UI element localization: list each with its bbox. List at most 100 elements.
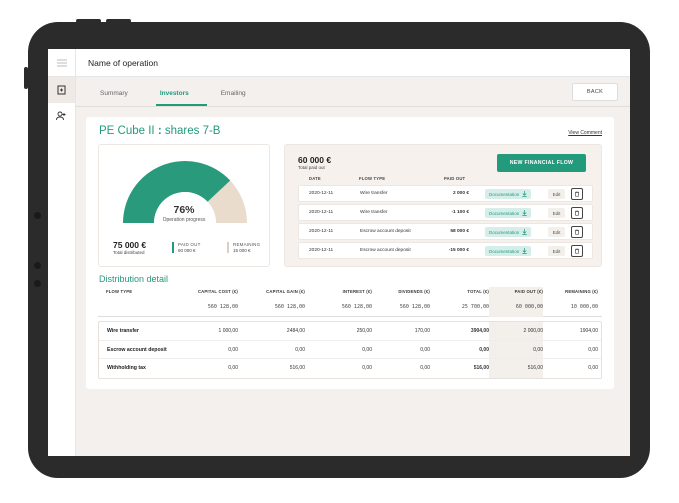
flow-date: 2020-12-11 [309, 248, 334, 253]
remaining-label: REMAINING [233, 242, 261, 247]
header-date: DATE [309, 176, 321, 181]
camera-dot [34, 212, 41, 219]
cell-value: 0,00 [420, 365, 430, 371]
paid-out-column-bg [489, 287, 543, 317]
hamburger-icon[interactable] [48, 49, 75, 77]
operation-name: Name of operation [88, 57, 158, 68]
download-icon [522, 229, 527, 235]
distribution-row: Escrow account deposit 0,00 0,00 0,00 0,00 0,… [99, 341, 601, 359]
flow-row: 2020-12-11 Escrow account deposit -15 000 … [298, 242, 593, 259]
column-header: CAPITAL COST (€) [197, 289, 238, 294]
document-icon [57, 85, 66, 95]
cell-value: 0,00 [479, 346, 489, 353]
documentation-button[interactable]: Documentation [485, 227, 531, 237]
tablet-frame: Name of operation Summary Investors Emai… [24, 19, 650, 478]
cell-value: 0,00 [228, 365, 238, 371]
flow-type-name: Escrow account deposit [107, 346, 167, 353]
gauge-remaining-arc [207, 180, 247, 223]
flow-date: 2020-12-11 [309, 191, 334, 196]
column-header: FLOW TYPE [106, 289, 133, 294]
add-user-icon [56, 111, 66, 121]
column-header: CAPITAL GAIN (€) [266, 289, 305, 294]
view-comment-link[interactable]: View Comment [568, 130, 602, 136]
progress-gauge [123, 160, 247, 235]
progress-label: Operation progress [162, 217, 206, 223]
paid-out-label: PAID OUT [178, 242, 201, 247]
sidebar-item-investors[interactable] [48, 103, 75, 129]
flow-paid-out: 2 000 € [452, 191, 469, 196]
flow-type: Wire transfer [360, 210, 388, 215]
tab-emailing[interactable]: Emailing [220, 90, 246, 97]
title-separator: : [154, 125, 165, 137]
documentation-button[interactable]: Documentation [485, 189, 531, 199]
header-flow-type: FLOW TYPE [359, 176, 386, 181]
edit-button[interactable]: Edit [548, 189, 565, 199]
download-icon [522, 210, 527, 216]
cell-value: 0,00 [588, 346, 598, 353]
total-paid-out-amount: 60 000 € [298, 155, 332, 165]
delete-button[interactable] [571, 245, 583, 257]
sidebar-item-operations[interactable] [48, 77, 75, 103]
tab-bar: Summary Investors Emailing BACK [76, 77, 630, 107]
total-paid-out-label: Total paid out [298, 165, 325, 170]
edit-button[interactable]: Edit [548, 246, 565, 256]
total-distributed-label: Total distributed [113, 250, 145, 255]
cell-value: 170,00 [414, 328, 430, 334]
cell-value: 0,00 [533, 346, 543, 353]
screen: Name of operation Summary Investors Emai… [48, 49, 630, 456]
tab-investors[interactable]: Investors [155, 90, 207, 106]
flow-date: 2020-12-11 [309, 229, 334, 234]
flow-paid-out: -15 000 € [448, 248, 469, 253]
gauge-hole [154, 192, 216, 235]
documentation-button[interactable]: Documentation [485, 208, 531, 218]
documentation-label: Documentation [489, 248, 520, 254]
documentation-label: Documentation [489, 210, 520, 216]
total-distributed-amount: 75 000 € [113, 240, 147, 250]
delete-button[interactable] [571, 188, 583, 200]
back-button[interactable]: BACK [572, 83, 618, 101]
page-title: PE Cube II : shares 7-B [99, 125, 220, 137]
new-financial-flow-button[interactable]: NEW FINANCIAL FLOW [497, 154, 586, 172]
distribution-body: Wire transfer 1 000,00 2484,00 250,00 170,00… [98, 321, 602, 379]
device-button [76, 19, 101, 23]
delete-button[interactable] [571, 226, 583, 238]
column-header: REMAINING (€) [565, 289, 598, 294]
column-subtotal: 560 128,00 [274, 304, 305, 310]
cell-value: 516,00 [289, 365, 305, 371]
documentation-button[interactable]: Documentation [485, 246, 531, 256]
cell-value: 516,00 [473, 365, 489, 371]
column-subtotal: 560 128,00 [207, 304, 238, 310]
column-subtotal: 10 000,00 [570, 304, 598, 310]
edit-button[interactable]: Edit [548, 227, 565, 237]
cell-value: 0,00 [420, 346, 430, 353]
header-paid-out: PAID OUT [444, 176, 466, 181]
trash-icon [575, 248, 579, 254]
edit-button[interactable]: Edit [548, 208, 565, 218]
cell-value: 0,00 [228, 346, 238, 353]
cell-value: 3904,00 [470, 328, 489, 334]
flow-type: Escrow account deposit [360, 229, 411, 234]
column-header: DIVIDENDS (€) [398, 289, 430, 294]
delete-button[interactable] [571, 207, 583, 219]
cell-value: 2 000,00 [523, 328, 543, 334]
title-sub: shares 7-B [164, 125, 221, 137]
column-header: PAID OUT (€) [514, 289, 543, 294]
camera-dot [34, 280, 41, 287]
sidebar [48, 49, 76, 456]
title-main: PE Cube II [99, 125, 155, 137]
main-content: Summary Investors Emailing BACK PE Cube … [76, 77, 630, 456]
cell-value: 250,00 [356, 328, 372, 334]
column-subtotal: 560 128,00 [399, 304, 430, 310]
documentation-label: Documentation [489, 229, 520, 235]
progress-panel: 76% Operation progress 75 000 € Total di… [98, 144, 270, 267]
distribution-row: Withholding tax 0,00 516,00 0,00 0,00 516,00 5… [99, 359, 601, 378]
progress-percent: 76% [173, 204, 195, 216]
topbar: Name of operation [76, 49, 630, 77]
paid-out-stat: PAID OUT 60 000 € [172, 242, 201, 253]
cell-value: 0,00 [588, 365, 598, 371]
total-distributed: 75 000 € Total distributed [113, 240, 146, 255]
tab-summary[interactable]: Summary [100, 90, 128, 97]
device-button [24, 67, 28, 89]
paid-out-column-bg [489, 322, 543, 378]
column-subtotal: 560 128,00 [341, 304, 372, 310]
